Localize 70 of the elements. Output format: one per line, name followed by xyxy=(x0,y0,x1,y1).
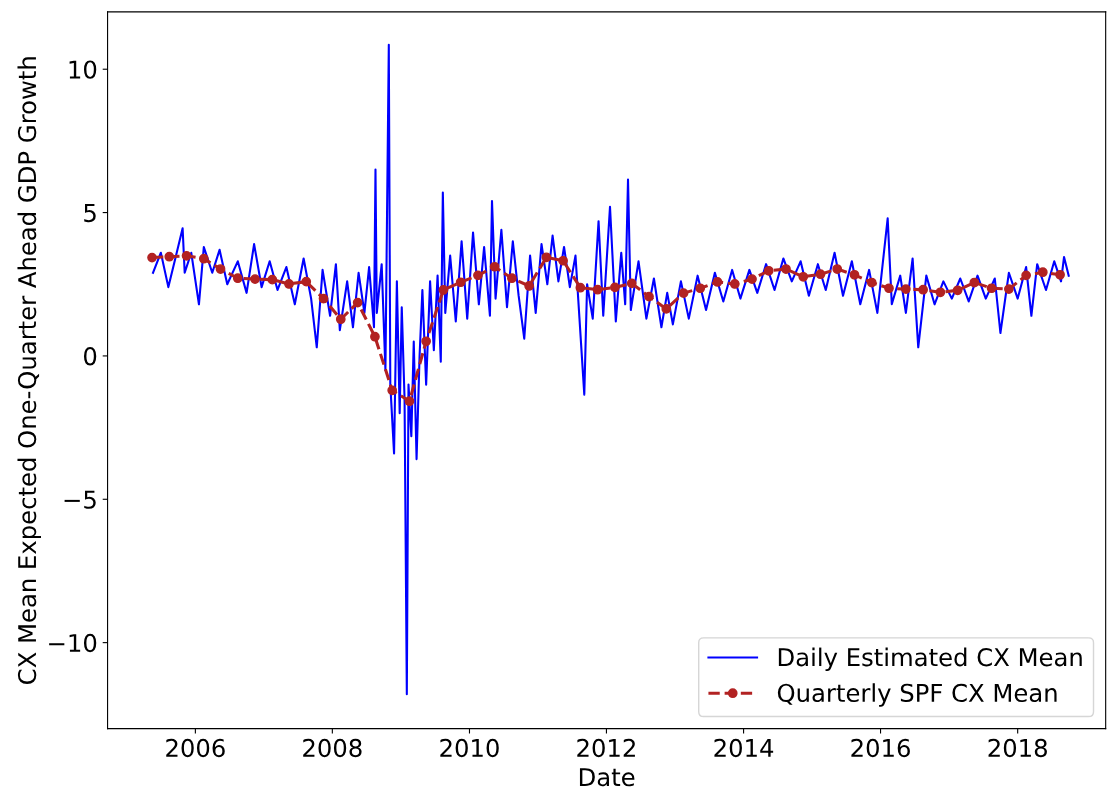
point xyxy=(969,277,980,288)
point xyxy=(918,284,928,295)
point xyxy=(610,282,620,293)
point xyxy=(352,297,363,308)
point xyxy=(815,269,826,280)
y-tick-label: 5 xyxy=(84,204,96,223)
point xyxy=(473,270,483,281)
point xyxy=(541,252,552,263)
x-tick-label: 2006 xyxy=(166,738,225,758)
point xyxy=(455,277,466,288)
point xyxy=(164,251,175,262)
point xyxy=(524,281,535,291)
point xyxy=(301,276,312,287)
point xyxy=(232,273,243,284)
point xyxy=(318,293,329,304)
point xyxy=(626,278,637,289)
y-tick-label: 10 xyxy=(69,60,97,79)
point xyxy=(1021,270,1031,281)
point xyxy=(147,252,157,263)
point xyxy=(866,277,877,288)
point xyxy=(438,285,449,295)
point xyxy=(935,287,946,298)
point xyxy=(678,288,689,298)
point xyxy=(387,385,398,396)
point xyxy=(781,264,791,274)
point xyxy=(181,251,192,261)
point xyxy=(404,396,415,407)
point xyxy=(763,265,774,276)
point xyxy=(267,274,278,285)
x-tick-label: 2012 xyxy=(577,738,635,758)
point xyxy=(798,271,809,282)
point xyxy=(1037,267,1048,278)
y-tick-label: −10 xyxy=(49,633,97,653)
legend-label: Quarterly SPF CX Mean xyxy=(777,683,1057,707)
point xyxy=(644,291,654,302)
point xyxy=(986,283,997,294)
point xyxy=(729,279,740,289)
point xyxy=(901,284,911,294)
point xyxy=(507,273,517,284)
point xyxy=(747,274,757,284)
point xyxy=(421,336,432,347)
y-tick-label: 0 xyxy=(83,347,97,366)
point xyxy=(695,283,706,294)
point xyxy=(1004,284,1014,294)
point xyxy=(215,264,226,274)
x-tick-label: 2018 xyxy=(988,738,1047,758)
point xyxy=(884,283,894,294)
x-tick-label: 2010 xyxy=(440,738,499,758)
point xyxy=(592,284,603,295)
point xyxy=(952,285,963,296)
point xyxy=(1055,269,1065,280)
point xyxy=(849,269,860,280)
point xyxy=(250,274,260,284)
point xyxy=(370,331,380,342)
x-axis-title: Date xyxy=(579,768,635,787)
point xyxy=(335,314,346,325)
point xyxy=(558,255,568,266)
point xyxy=(198,253,209,264)
x-tick-label: 2014 xyxy=(714,738,774,758)
x-tick-label: 2016 xyxy=(851,738,910,758)
point xyxy=(661,304,672,314)
y-tick-label: −5 xyxy=(64,490,96,509)
point xyxy=(489,261,500,272)
x-tick-label: 2008 xyxy=(303,738,362,758)
legend-label: Daily Estimated CX Mean xyxy=(778,647,1082,672)
point xyxy=(284,279,294,289)
point xyxy=(575,282,586,293)
y-axis-title: CX Mean Expected One-Quarter Ahead GDP Growth xyxy=(17,57,41,684)
point xyxy=(832,264,843,274)
point xyxy=(712,277,723,287)
